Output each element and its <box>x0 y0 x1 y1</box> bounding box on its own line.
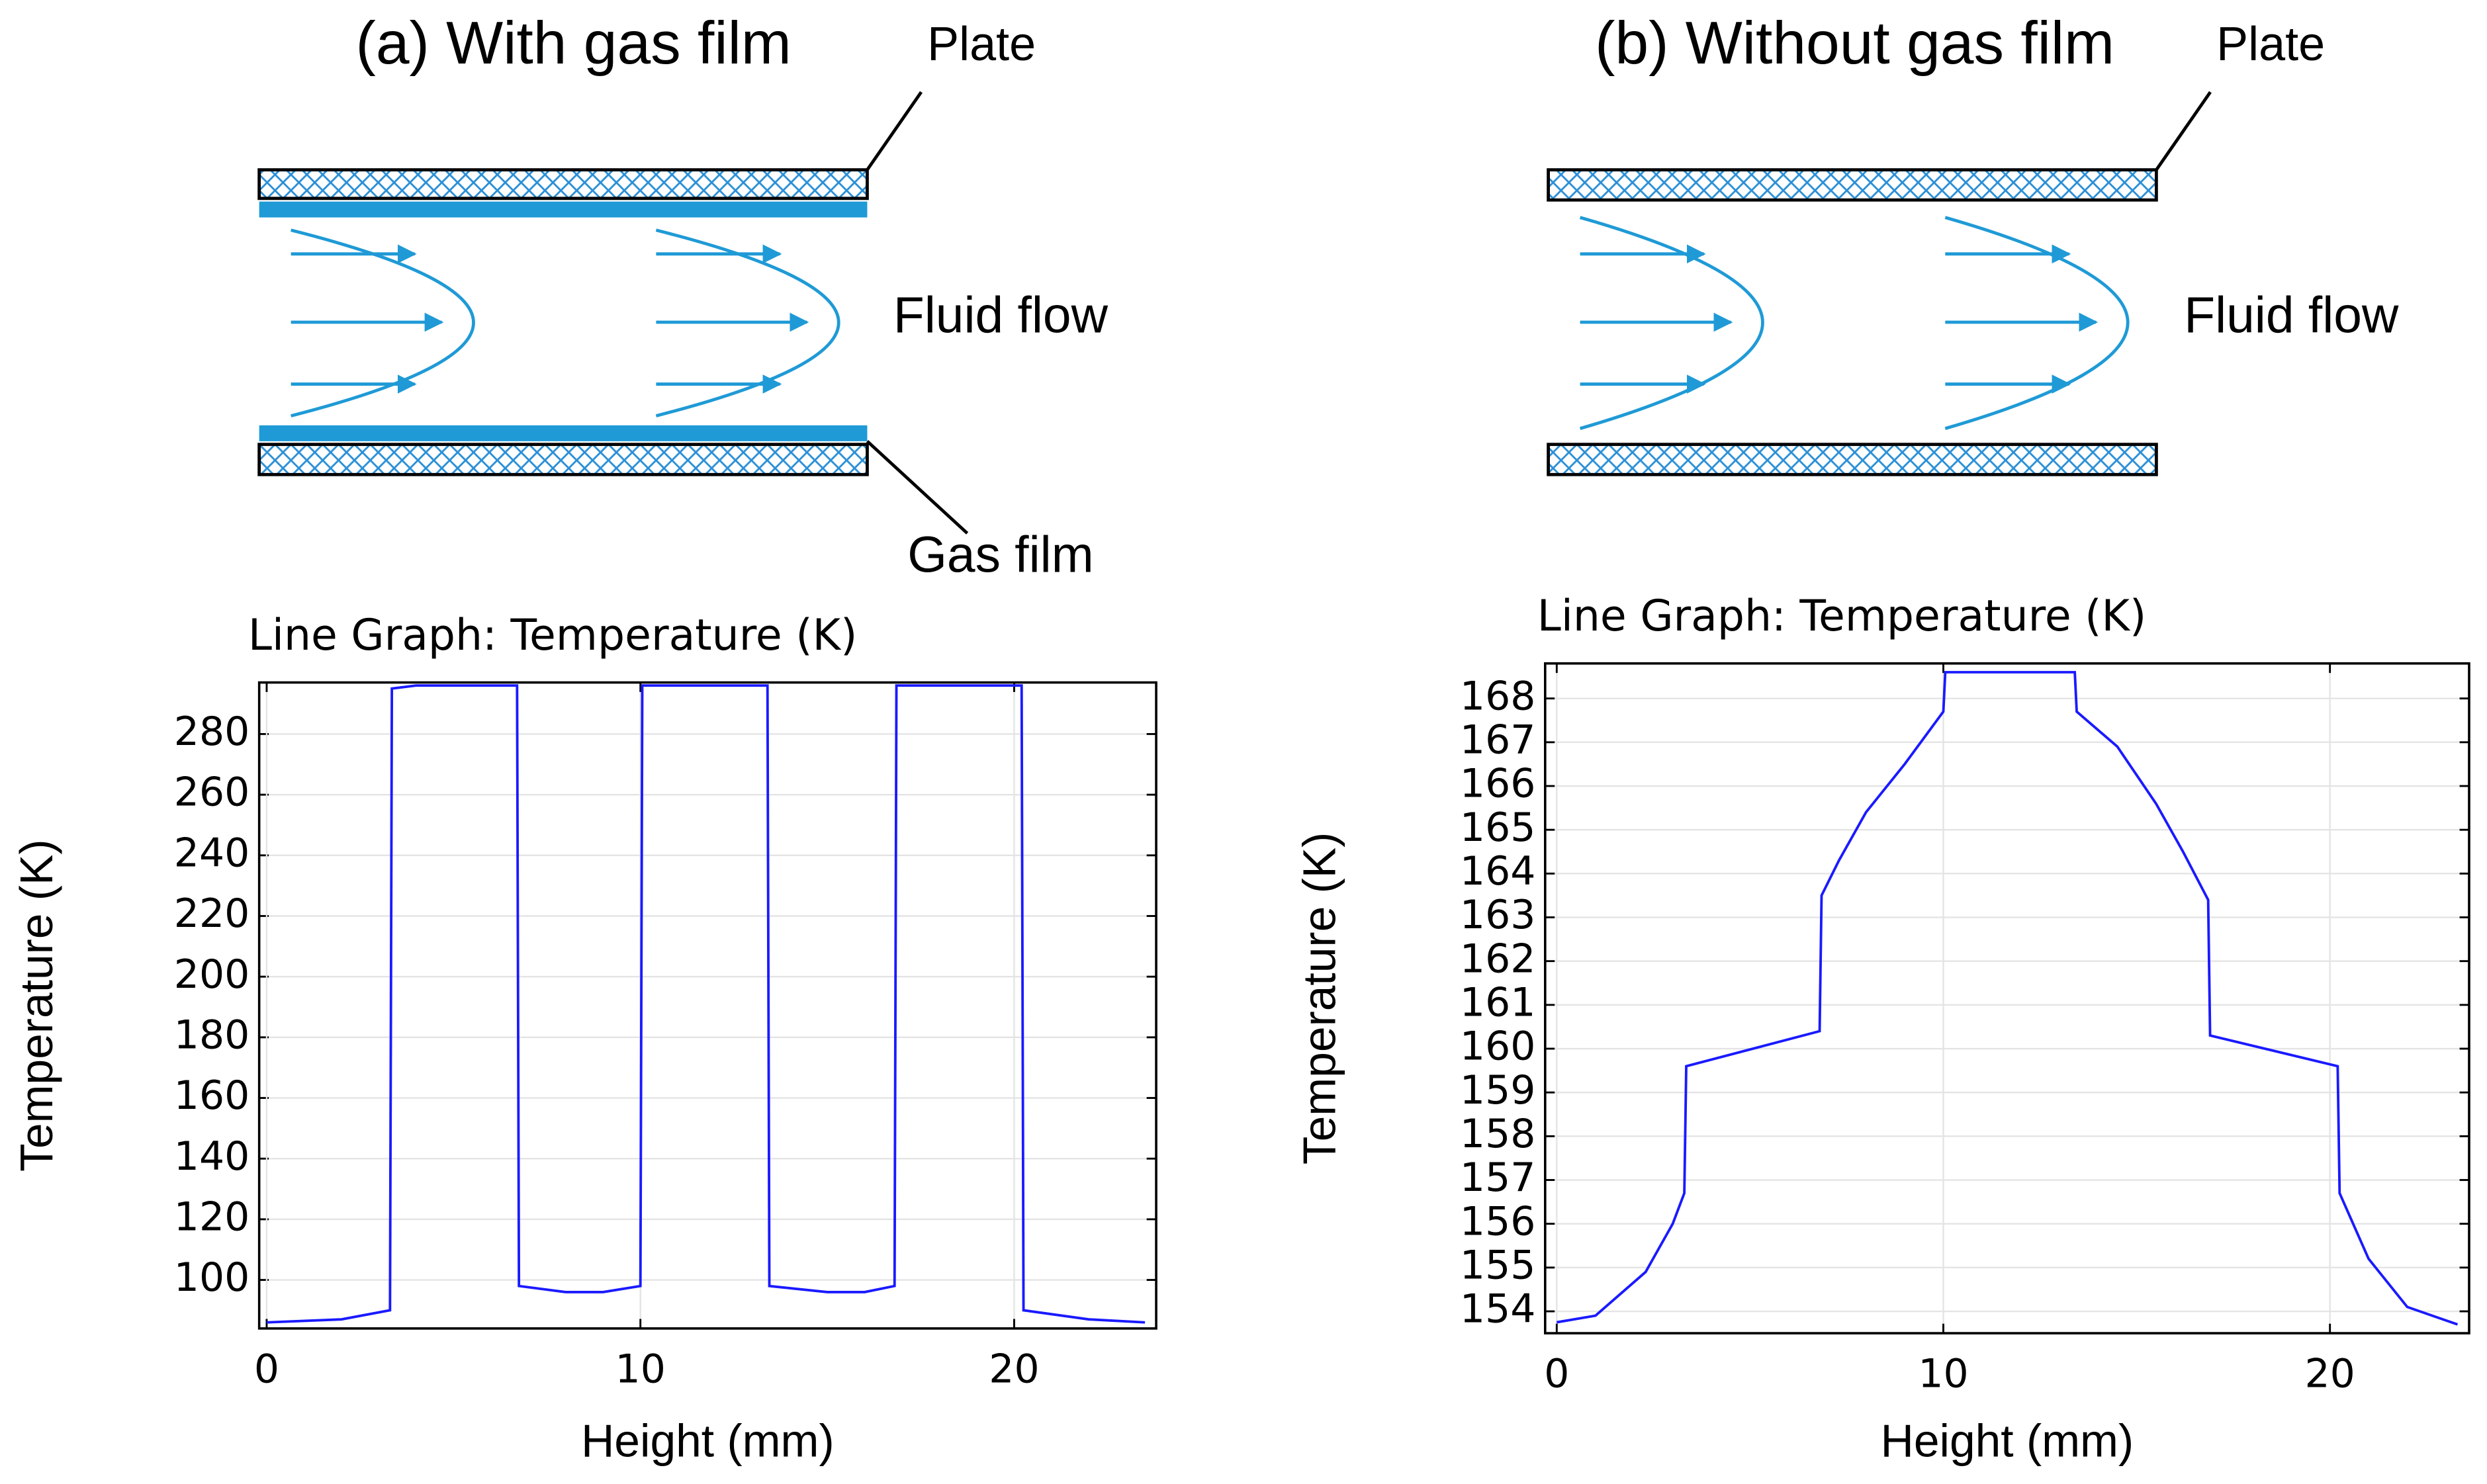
plot-area <box>1545 663 2469 1334</box>
flow-profile <box>291 228 840 417</box>
y-tick-label: 157 <box>1460 1155 1535 1201</box>
panel-title: (b) Without gas film <box>1595 9 2114 77</box>
y-axis-label: Temperature (K) <box>11 839 62 1171</box>
y-tick-label: 163 <box>1460 892 1535 938</box>
y-tick-label: 161 <box>1460 979 1535 1026</box>
flow-label: Fluid flow <box>2184 287 2399 343</box>
plate <box>1547 443 2158 476</box>
diagram-b: (b) Without gas film Plate Fluid flow <box>1547 9 2399 476</box>
leader-line <box>2155 91 2212 171</box>
plate <box>257 168 869 200</box>
x-tick-label: 0 <box>254 1346 279 1392</box>
y-tick-label: 220 <box>174 891 249 937</box>
plate <box>257 443 869 476</box>
y-tick-label: 155 <box>1460 1242 1535 1288</box>
leader-line <box>866 440 969 535</box>
diagram-a: (a) With gas film Plate Fluid flow Gas f… <box>257 9 1108 584</box>
y-tick-label: 240 <box>174 830 249 876</box>
y-tick-label: 156 <box>1460 1198 1535 1244</box>
chart: 1541551561571581591601611621631641651661… <box>1293 591 2470 1466</box>
y-tick-label: 168 <box>1460 673 1535 719</box>
y-tick-label: 166 <box>1460 761 1535 807</box>
x-tick-label: 10 <box>1918 1350 1968 1397</box>
chart-title: Line Graph: Temperature (K) <box>248 611 857 660</box>
data-line <box>266 684 1146 1324</box>
flow-profile <box>1579 216 2130 431</box>
x-axis-label: Height (mm) <box>581 1415 835 1466</box>
flow-label: Fluid flow <box>893 287 1108 343</box>
y-tick-label: 100 <box>174 1254 249 1301</box>
gas-film <box>259 425 868 441</box>
x-axis-label: Height (mm) <box>1881 1415 2134 1466</box>
leader-line <box>866 91 923 171</box>
y-tick-label: 120 <box>174 1194 249 1240</box>
y-tick-label: 154 <box>1460 1286 1535 1332</box>
plate-label: Plate <box>2216 18 2325 71</box>
film-label: Gas film <box>907 527 1093 584</box>
plot-frame <box>257 681 1157 1330</box>
y-tick-label: 160 <box>174 1072 249 1119</box>
plate-label: Plate <box>927 18 1036 71</box>
chart: 100 120 140 160 180 200 220 240 260 280 0 10 20 Line … <box>11 611 1157 1466</box>
y-tick-label: 180 <box>174 1012 249 1058</box>
chart-title: Line Graph: Temperature (K) <box>1537 591 2146 641</box>
y-tick-label: 162 <box>1460 936 1535 982</box>
x-tick-label: 20 <box>2305 1350 2355 1397</box>
plot-area <box>259 682 1157 1329</box>
y-tick-label: 165 <box>1460 805 1535 851</box>
y-tick-label: 160 <box>1460 1024 1535 1070</box>
y-tick-label: 159 <box>1460 1067 1535 1113</box>
panel-title: (a) With gas film <box>355 9 791 77</box>
y-tick-label: 158 <box>1460 1111 1535 1157</box>
y-axis-label: Temperature (K) <box>1293 832 1345 1164</box>
y-tick-label: 200 <box>174 951 249 998</box>
y-tick-label: 167 <box>1460 717 1535 763</box>
plate <box>1547 168 2158 202</box>
plot-frame <box>1543 662 2470 1334</box>
y-tick-label: 280 <box>174 709 249 755</box>
gas-film <box>259 201 868 218</box>
x-tick-label: 0 <box>1544 1350 1569 1397</box>
y-tick-label: 164 <box>1460 848 1535 895</box>
y-tick-label: 140 <box>174 1133 249 1180</box>
x-tick-label: 10 <box>615 1346 666 1392</box>
data-line <box>1557 671 2459 1326</box>
y-tick-label: 260 <box>174 769 249 816</box>
x-tick-label: 20 <box>989 1346 1039 1392</box>
